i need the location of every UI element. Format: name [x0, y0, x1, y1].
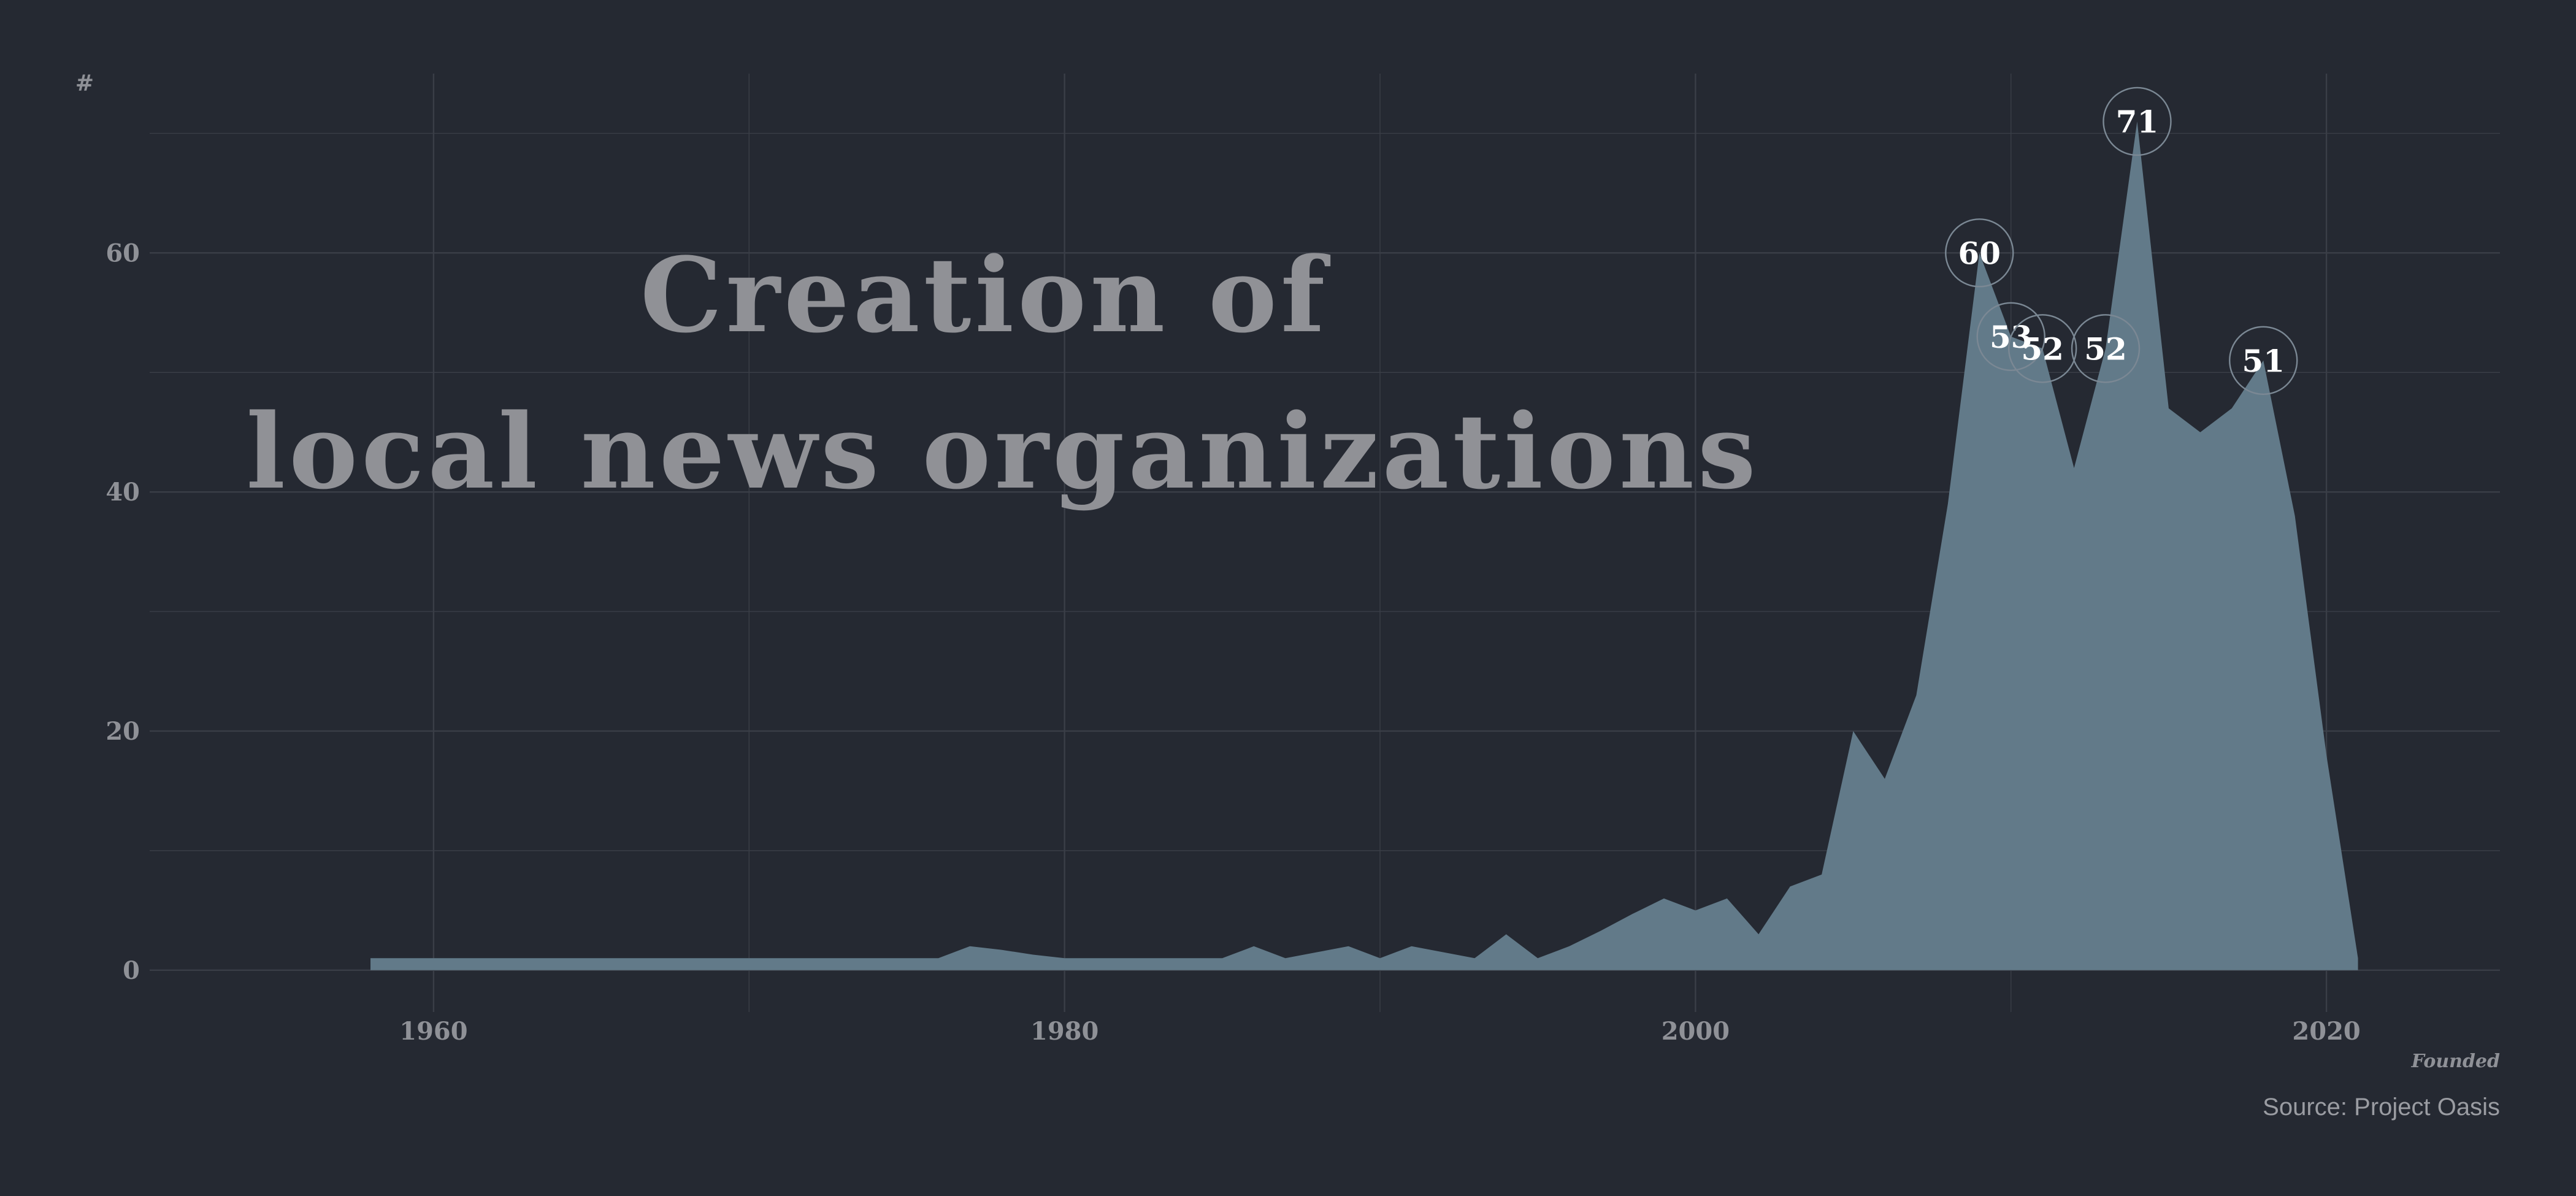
peak-label-ring [2229, 326, 2298, 395]
x-tick-label: 1960 [399, 1017, 467, 1046]
peak-label: 71 [2116, 104, 2159, 140]
tick-layer: 1960 1980 2000 2020 0 20 40 60 [105, 239, 2360, 1046]
x-tick-label: 2020 [2292, 1017, 2360, 1046]
y-tick-label: 60 [105, 239, 140, 267]
peak-label: 51 [2242, 343, 2285, 379]
x-axis-label: Founded [2411, 1051, 2500, 1072]
area-layer [370, 121, 2358, 970]
y-axis-label: # [75, 71, 94, 96]
y-tick-label: 0 [123, 956, 140, 985]
chart-title-line-2: local news organizations [246, 391, 1759, 512]
y-tick-label: 20 [105, 717, 140, 746]
area-series [370, 121, 2358, 970]
peak-label-ring [1976, 302, 2045, 371]
x-tick-label: 1980 [1030, 1017, 1098, 1046]
peak-label: 52 [2021, 331, 2064, 367]
x-tick-label: 2000 [1662, 1017, 1730, 1046]
peak-label-ring [1945, 218, 2014, 288]
peak-label: 60 [1958, 235, 2001, 271]
peak-label-ring [2103, 86, 2172, 156]
chart-title-line-1: Creation of [640, 234, 1331, 356]
y-tick-label: 40 [105, 478, 140, 507]
source-caption: Source: Project Oasis [2263, 1094, 2500, 1121]
peak-label: 52 [2084, 331, 2127, 367]
peak-label-ring [2007, 314, 2077, 383]
peak-label-ring [2071, 314, 2141, 383]
